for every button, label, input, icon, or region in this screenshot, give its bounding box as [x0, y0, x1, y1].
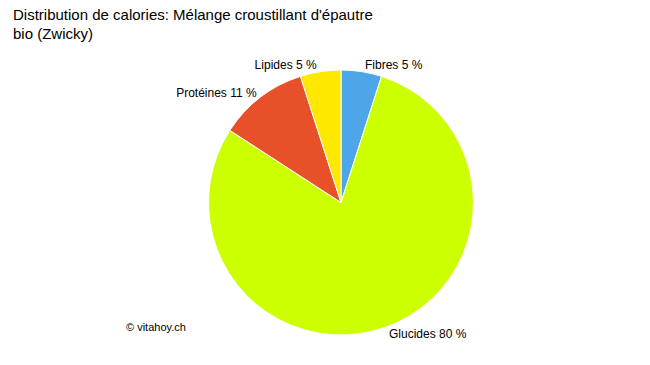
- svg-text:Fibres 5 %: Fibres 5 %: [365, 58, 423, 72]
- svg-text:Glucides 80 %: Glucides 80 %: [389, 327, 467, 341]
- svg-text:© vitahoy.ch: © vitahoy.ch: [126, 321, 186, 333]
- svg-text:Distribution de calories: Méla: Distribution de calories: Mélange croust…: [13, 6, 373, 43]
- svg-text:Lipides 5 %: Lipides 5 %: [255, 58, 317, 72]
- svg-text:Protéines 11 %: Protéines 11 %: [176, 86, 257, 100]
